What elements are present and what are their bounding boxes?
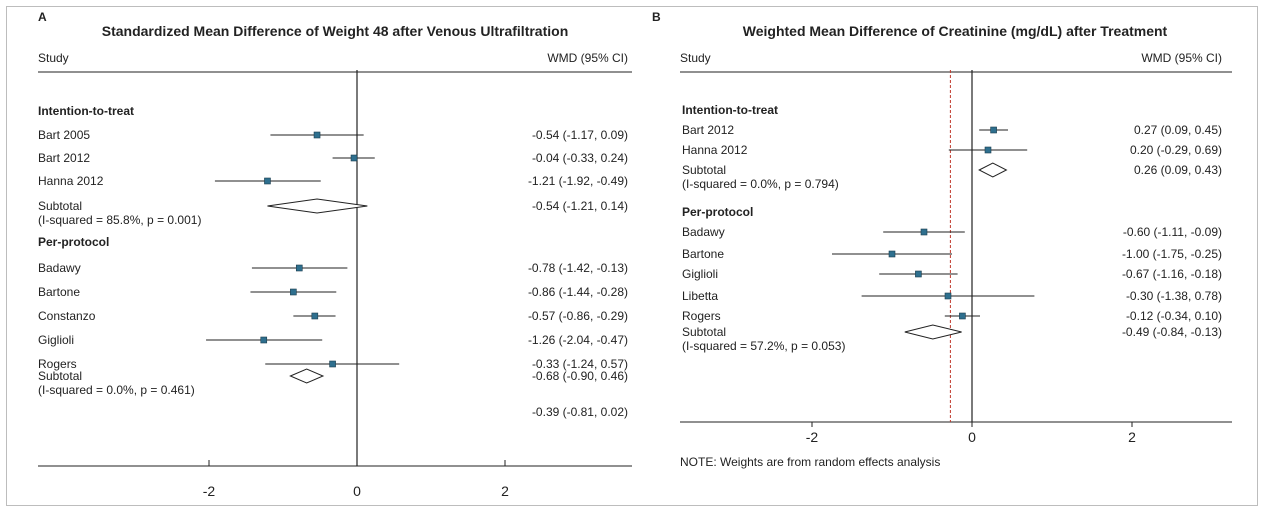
study-marker <box>313 131 321 139</box>
panel-a-study-header: Study <box>38 51 69 65</box>
study-label: Bartone <box>38 285 80 299</box>
heterogeneity-label: (I-squared = 85.8%, p = 0.001) <box>38 213 201 227</box>
effect-ci-text: -0.30 (-1.38, 0.78) <box>1126 289 1222 303</box>
study-label: Hanna 2012 <box>682 143 748 157</box>
subtotal-diamond <box>289 368 325 384</box>
figure-frame <box>6 6 1258 506</box>
panel-b-effect-header: WMD (95% CI) <box>1141 51 1222 65</box>
panel-a: A Standardized Mean Difference of Weight… <box>38 10 632 499</box>
study-label: Constanzo <box>38 309 96 323</box>
effect-ci-text: -0.60 (-1.11, -0.09) <box>1123 225 1222 239</box>
subtotal-diamond <box>267 198 368 214</box>
panel-b-label: B <box>652 10 661 24</box>
effect-ci-text: -1.21 (-1.92, -0.49) <box>528 174 628 188</box>
study-label: Libetta <box>682 289 718 303</box>
panel-b-title: Weighted Mean Difference of Creatinine (… <box>743 23 1168 39</box>
study-label: Badawy <box>38 261 81 275</box>
effect-ci-text: -1.00 (-1.75, -0.25) <box>1122 247 1222 261</box>
effect-ci-text: -1.26 (-2.04, -0.47) <box>528 333 628 347</box>
effect-ci-text: -0.49 (-0.84, -0.13) <box>1122 325 1222 339</box>
study-label: Giglioli <box>38 333 74 347</box>
effect-ci-text: -0.78 (-1.42, -0.13) <box>528 261 628 275</box>
heterogeneity-label: (I-squared = 0.0%, p = 0.461) <box>38 383 195 397</box>
subtotal-label: Subtotal <box>38 369 82 383</box>
study-label: Bart 2012 <box>38 151 90 165</box>
study-label: Bart 2012 <box>682 123 734 137</box>
study-marker <box>329 360 336 368</box>
panel-b-rows: Intention-to-treat Bart 2012 0.27 (0.09, 0… <box>682 70 1222 422</box>
study-marker <box>888 250 896 258</box>
study-marker <box>944 292 952 300</box>
study-marker <box>350 154 358 162</box>
x-tick-label: -2 <box>203 483 216 499</box>
study-marker <box>984 146 992 154</box>
x-tick-label: 0 <box>353 483 361 499</box>
study-marker <box>959 312 966 320</box>
study-marker <box>260 336 268 344</box>
study-marker <box>295 264 303 272</box>
subtotal-label: Subtotal <box>682 163 726 177</box>
subgroup-header: Per-protocol <box>682 205 753 219</box>
study-label: Bart 2005 <box>38 128 90 142</box>
study-marker <box>290 288 297 296</box>
panel-b-study-header: Study <box>680 51 711 65</box>
heterogeneity-label: (I-squared = 0.0%, p = 0.794) <box>682 177 839 191</box>
effect-ci-text: -0.04 (-0.33, 0.24) <box>532 151 628 165</box>
panel-a-ticks: -2 0 2 <box>203 460 509 499</box>
effect-ci-text: -0.86 (-1.44, -0.28) <box>528 285 628 299</box>
study-marker <box>264 177 271 185</box>
study-label: Giglioli <box>682 267 718 281</box>
panel-a-title: Standardized Mean Difference of Weight 4… <box>102 23 569 39</box>
effect-ci-text: -0.57 (-0.86, -0.29) <box>528 309 628 323</box>
x-tick-label: 0 <box>968 429 976 445</box>
effect-ci-text: -0.67 (-1.16, -0.18) <box>1122 267 1222 281</box>
study-label: Bartone <box>682 247 724 261</box>
panel-a-rows: Intention-to-treat Bart 2005 -0.54 (-1.17,… <box>38 70 628 466</box>
study-label: Badawy <box>682 225 725 239</box>
effect-ci-text: 0.20 (-0.29, 0.69) <box>1130 143 1222 157</box>
subtotal-diamond <box>904 324 962 340</box>
panel-b-ticks: -2 0 2 <box>806 422 1136 445</box>
effect-ci-text: -0.39 (-0.81, 0.02) <box>532 405 628 419</box>
effect-ci-text: -0.33 (-1.24, 0.57) <box>532 357 628 371</box>
study-marker <box>915 270 922 278</box>
subtotal-diamond <box>978 162 1008 178</box>
panel-a-label: A <box>38 10 47 24</box>
x-tick-label: 2 <box>1128 429 1136 445</box>
study-marker <box>990 126 997 134</box>
panel-b: B Weighted Mean Difference of Creatinine… <box>652 10 1232 469</box>
effect-ci-text: 0.27 (0.09, 0.45) <box>1134 123 1222 137</box>
effect-ci-text: 0.26 (0.09, 0.43) <box>1134 163 1222 177</box>
subtotal-label: Subtotal <box>682 325 726 339</box>
subgroup-header: Per-protocol <box>38 235 109 249</box>
subgroup-header: Intention-to-treat <box>682 103 778 117</box>
subgroup-header: Intention-to-treat <box>38 104 134 118</box>
subtotal-label: Subtotal <box>38 199 82 213</box>
effect-ci-text: -0.12 (-0.34, 0.10) <box>1126 309 1222 323</box>
effect-ci-text: -0.54 (-1.21, 0.14) <box>532 199 628 213</box>
effect-ci-text: -0.68 (-0.90, 0.46) <box>532 369 628 383</box>
panel-a-effect-header: WMD (95% CI) <box>547 51 628 65</box>
panel-b-note: NOTE: Weights are from random effects an… <box>680 455 940 469</box>
effect-ci-text: -0.54 (-1.17, 0.09) <box>532 128 628 142</box>
heterogeneity-label: (I-squared = 57.2%, p = 0.053) <box>682 339 845 353</box>
study-marker <box>311 312 319 320</box>
study-label: Rogers <box>682 309 721 323</box>
x-tick-label: -2 <box>806 429 819 445</box>
x-tick-label: 2 <box>501 483 509 499</box>
study-label: Rogers <box>38 357 77 371</box>
study-label: Hanna 2012 <box>38 174 104 188</box>
study-marker <box>920 228 928 236</box>
